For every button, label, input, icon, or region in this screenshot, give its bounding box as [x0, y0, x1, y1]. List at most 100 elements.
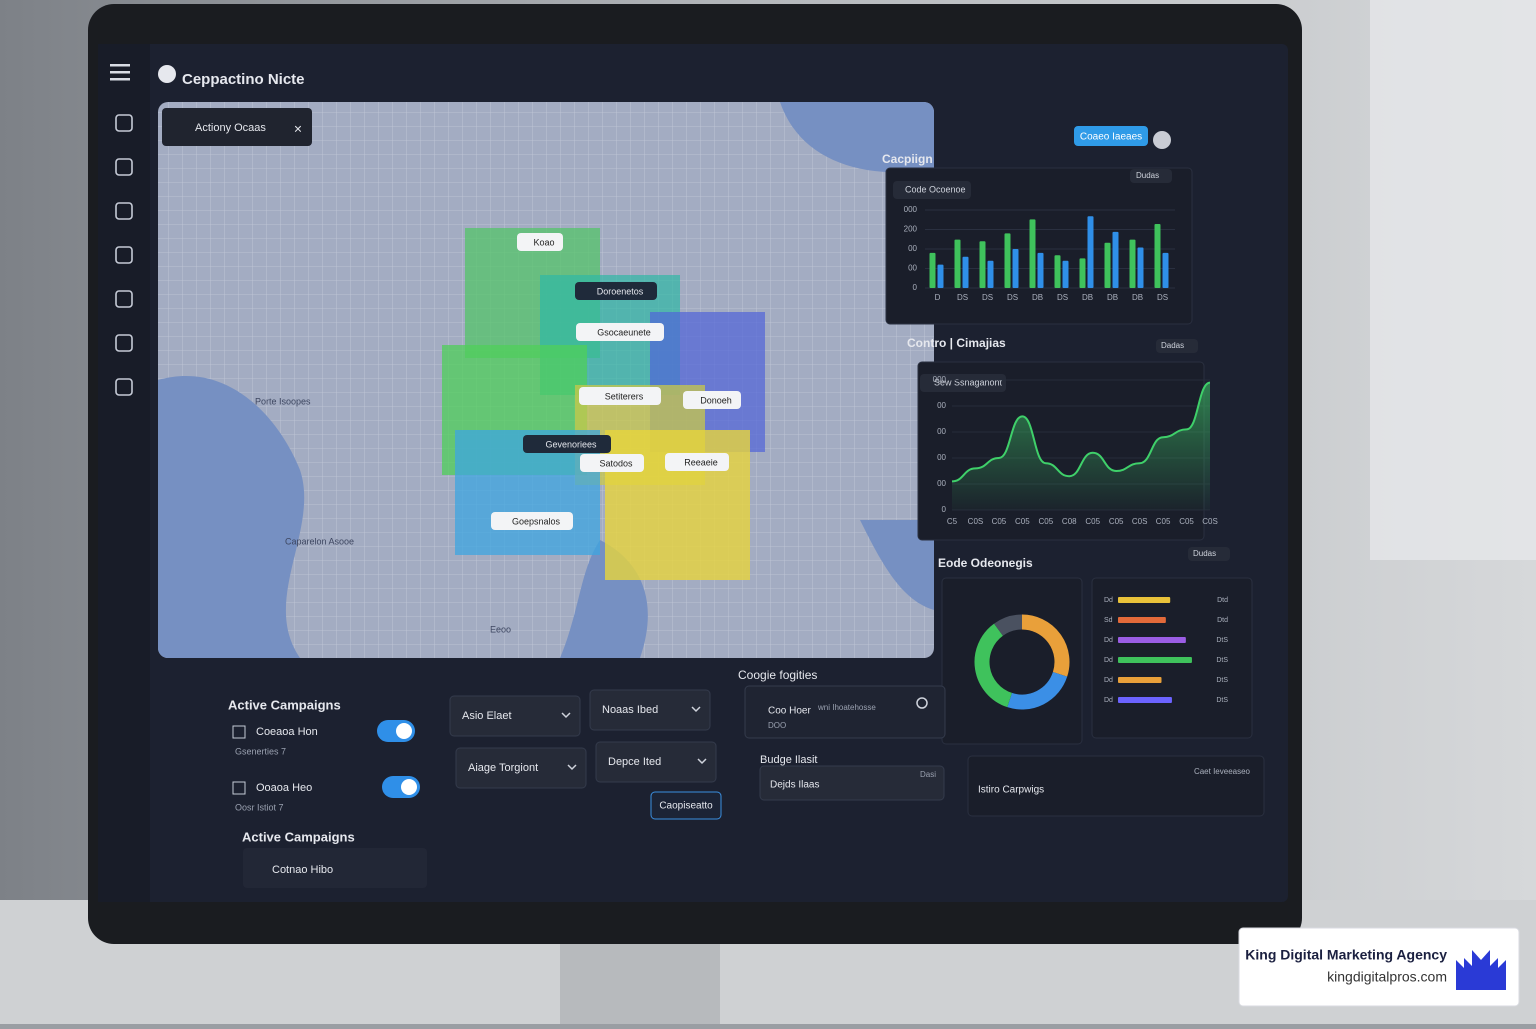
y-tick-label: Dd — [1104, 677, 1113, 684]
table-panel — [967, 755, 1265, 817]
chart-subtitle-chip — [893, 181, 971, 199]
y-tick-label: 00 — [937, 401, 946, 410]
zone-label: Gsocaeunete — [597, 327, 651, 337]
dropdown-field[interactable] — [589, 689, 711, 731]
window — [1370, 0, 1536, 560]
bar — [1118, 617, 1166, 623]
water — [158, 376, 305, 658]
campaign-row[interactable] — [243, 848, 427, 888]
campaign-name: Ooaoa Heo — [256, 782, 312, 794]
zone-label: Reeaeie — [684, 457, 718, 467]
y-tick-label: 000 — [904, 205, 918, 214]
search-panel[interactable] — [744, 685, 946, 739]
bar — [1118, 697, 1172, 703]
bar-end-label: DtS — [1216, 637, 1228, 644]
y-tick-label: 00 — [908, 244, 917, 253]
sidebar-icon[interactable] — [115, 202, 133, 220]
x-tick-label: D — [935, 293, 941, 302]
zone-label-pill[interactable] — [683, 391, 741, 409]
zone-label-pill[interactable] — [491, 512, 573, 530]
budget-field[interactable] — [759, 765, 945, 801]
avatar[interactable] — [1153, 131, 1171, 149]
logo-icon — [158, 65, 176, 83]
x-tick-label: C0S — [968, 517, 984, 526]
menu-icon[interactable] — [110, 71, 130, 74]
x-tick-label: DB — [1107, 293, 1118, 302]
donut-segment — [974, 623, 1013, 708]
sidebar-icon[interactable] — [115, 158, 133, 176]
dropdown[interactable] — [1130, 169, 1172, 183]
menu-icon[interactable] — [110, 64, 130, 67]
bar — [1004, 233, 1011, 288]
zone-label: Gevenoriees — [545, 439, 597, 449]
zone-label: Setiterers — [605, 391, 644, 401]
sidebar-icon[interactable] — [115, 378, 133, 396]
close-icon[interactable]: × — [294, 121, 302, 137]
sidebar-icon[interactable] — [115, 246, 133, 264]
area — [952, 382, 1210, 510]
toggle-knob — [396, 723, 412, 739]
dropdown[interactable] — [1156, 339, 1198, 353]
chevron — [697, 758, 707, 765]
sidebar-icon[interactable] — [115, 290, 133, 308]
sidebar-icon[interactable] — [115, 334, 133, 352]
section-title: Active Campaigns — [242, 829, 355, 844]
x-tick-label: C05 — [992, 517, 1007, 526]
bar — [929, 252, 936, 288]
bar — [1112, 231, 1119, 288]
bar — [1162, 252, 1169, 288]
table-title: Istiro Carpwigs — [978, 785, 1044, 796]
zone-label-pill[interactable] — [580, 454, 644, 472]
primary-button[interactable] — [650, 791, 722, 820]
zone-label-pill[interactable] — [523, 435, 611, 453]
dropdown-field-label: Noaas Ibed — [602, 704, 658, 716]
dropdown-field[interactable] — [449, 695, 581, 737]
x-tick-label: C5 — [947, 517, 958, 526]
y-tick-label: 00 — [937, 453, 946, 462]
bar — [1062, 260, 1069, 288]
x-tick-label: C0S — [1202, 517, 1218, 526]
bar-end-label: DtS — [1216, 677, 1228, 684]
zone-label: Goepsnalos — [512, 516, 561, 526]
x-tick-label: DS — [982, 293, 993, 302]
chevron — [567, 764, 577, 771]
menu-icon[interactable] — [110, 78, 130, 81]
donut-segment — [1021, 614, 1070, 677]
budget-value: Dasi — [920, 770, 936, 779]
search-hint: wni Ihoatehosse — [817, 703, 876, 712]
x-tick-label: DS — [1057, 293, 1068, 302]
map-panel[interactable] — [162, 108, 312, 146]
search-icon[interactable] — [916, 697, 928, 709]
zone-label-pill[interactable] — [665, 453, 729, 471]
y-tick-label: 00 — [937, 427, 946, 436]
sidebar-icon[interactable] — [115, 114, 133, 132]
x-tick-label: DB — [1132, 293, 1143, 302]
zone-label-pill[interactable] — [517, 233, 563, 251]
watermark-name: King Digital Marketing Agency — [1245, 947, 1447, 963]
bar — [1054, 255, 1061, 288]
zone-label-pill[interactable] — [579, 387, 661, 405]
dropdown-field[interactable] — [595, 741, 717, 783]
x-tick-label: DS — [1007, 293, 1018, 302]
dropdown-label: Dudas — [1136, 171, 1159, 180]
bar-end-label: DtS — [1216, 697, 1228, 704]
bar — [1118, 637, 1186, 643]
watermark-logo — [1456, 950, 1506, 990]
header-button[interactable] — [1074, 126, 1148, 146]
dropdown-field[interactable] — [455, 747, 587, 789]
y-tick-label: 00 — [937, 479, 946, 488]
zone-label-pill[interactable] — [575, 282, 657, 300]
campaign-name: Coeaoa Hon — [256, 726, 318, 738]
zone-label-pill[interactable] — [576, 323, 664, 341]
zone-label: Doroenetos — [597, 286, 644, 296]
toggle-knob — [401, 779, 417, 795]
campaign-detail: Gsenerties 7 — [235, 746, 286, 756]
dropdown[interactable] — [1188, 547, 1230, 561]
search-sub: DOO — [768, 721, 786, 730]
bar — [1104, 242, 1111, 288]
dropdown-field-label: Depce Ited — [608, 756, 661, 768]
chart-subtitle: Sew Ssnaganont — [934, 377, 1003, 387]
dropdown-label: Dudas — [1193, 549, 1216, 558]
x-tick-label: C0S — [1132, 517, 1148, 526]
donut-segment — [1007, 671, 1068, 710]
